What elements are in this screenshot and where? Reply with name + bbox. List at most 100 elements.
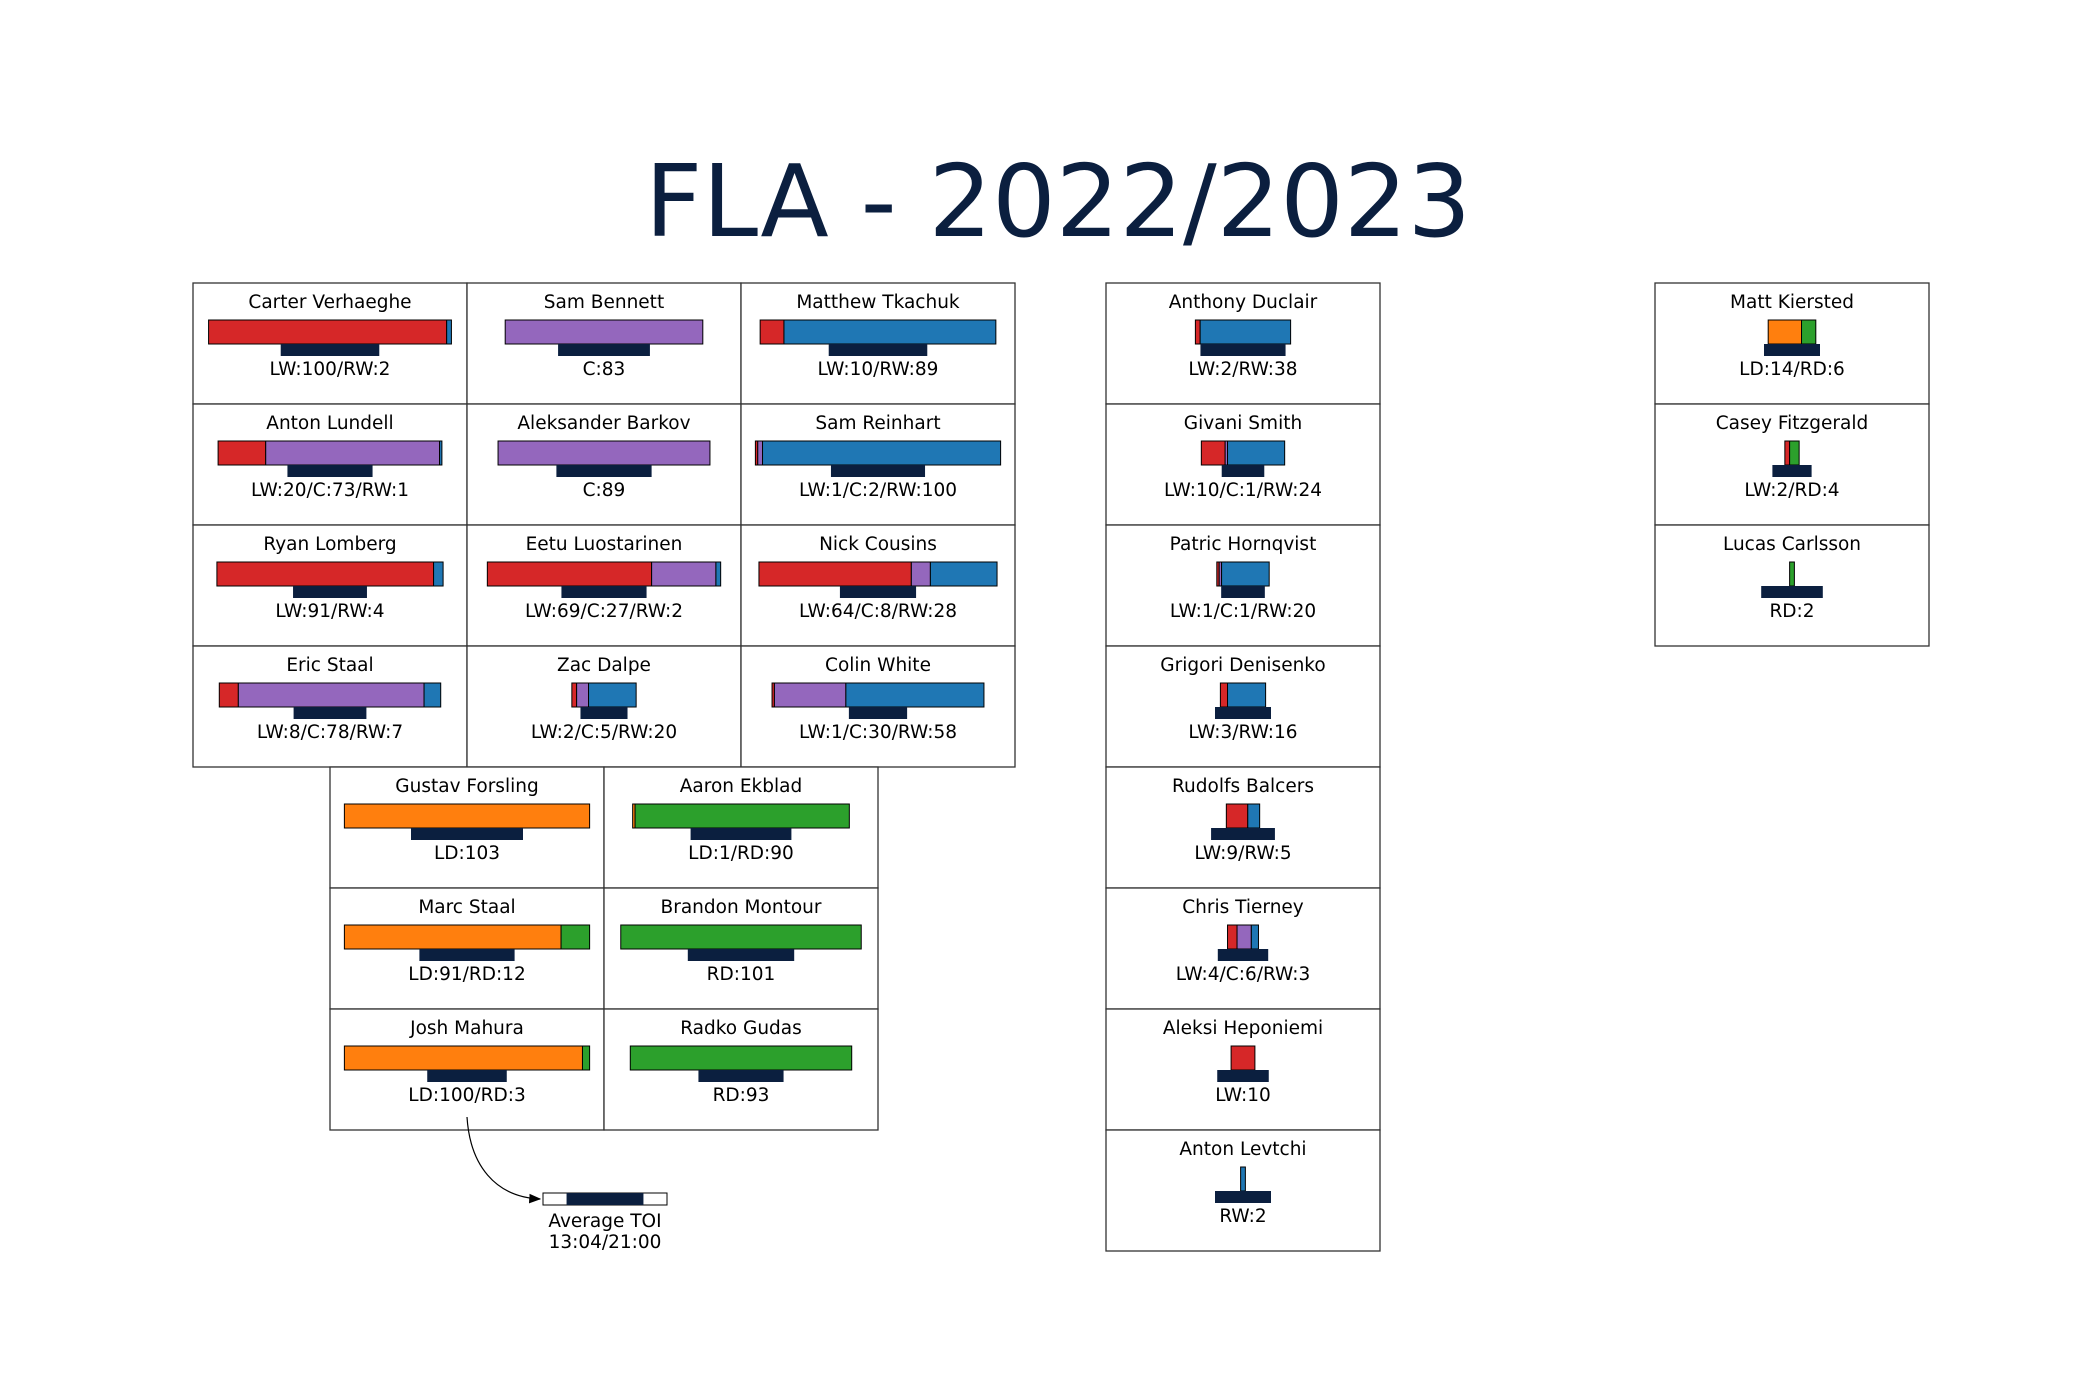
- toi-bar: [690, 828, 792, 840]
- toi-bar: [1200, 344, 1286, 356]
- player-name: Chris Tierney: [1182, 897, 1304, 918]
- bar-segment-lw: [1225, 803, 1249, 829]
- position-games-label: LD:1/RD:90: [688, 843, 794, 864]
- toi-bar: [1217, 1070, 1269, 1082]
- bar-segment-lw: [1230, 1045, 1256, 1071]
- position-games-label: RD:2: [1769, 601, 1814, 622]
- bar-segment-c: [1236, 924, 1252, 950]
- player-name: Anton Lundell: [266, 413, 393, 434]
- player-name: Casey Fitzgerald: [1716, 413, 1868, 434]
- toi-bar: [1217, 949, 1269, 961]
- toi-bar: [287, 465, 373, 477]
- position-games-label: LD:103: [434, 843, 500, 864]
- bar-segment-lw: [1784, 440, 1791, 466]
- player-name: Aaron Ekblad: [680, 776, 802, 797]
- bar-segment-c: [910, 561, 931, 587]
- player-name: Radko Gudas: [680, 1018, 802, 1039]
- toi-bar: [1221, 586, 1265, 598]
- player-name: Sam Reinhart: [815, 413, 940, 434]
- bar-segment-lw: [1219, 682, 1229, 708]
- player-cell-chris-tierney: Chris Tierney LW:4/C:6/RW:3: [1105, 887, 1381, 1010]
- player-name: Ryan Lomberg: [263, 534, 396, 555]
- toi-bar: [1772, 465, 1812, 477]
- toi-bar: [411, 828, 523, 840]
- position-games-label: LW:100/RW:2: [270, 359, 391, 380]
- chart-title: FLA - 2022/2023: [645, 143, 1471, 260]
- player-cell-josh-mahura: Josh Mahura LD:100/RD:3: [329, 1008, 605, 1131]
- bar-segment-lw: [1227, 924, 1238, 950]
- player-cell-marc-staal: Marc Staal LD:91/RD:12: [329, 887, 605, 1010]
- position-games-label: LW:10/C:1/RW:24: [1164, 480, 1322, 501]
- toi-bar: [848, 707, 908, 719]
- toi-bar: [280, 344, 380, 356]
- toi-bar: [427, 1070, 507, 1082]
- position-games-label: LD:100/RD:3: [408, 1085, 525, 1106]
- legend-label: Average TOI: [548, 1211, 661, 1232]
- player-cell-casey-fitzgerald: Casey Fitzgerald LW:2/RD:4: [1654, 403, 1930, 526]
- position-games-label: LD:14/RD:6: [1739, 359, 1845, 380]
- toi-bar: [558, 344, 650, 356]
- bar-segment-rw: [762, 440, 1002, 466]
- player-cell-patric-hornqvist: Patric Hornqvist LW:1/C:1/RW:20: [1105, 524, 1381, 647]
- bar-segment-rw: [1221, 561, 1270, 587]
- bar-segment-rd: [629, 1045, 853, 1071]
- bar-segment-lw: [1200, 440, 1226, 466]
- toi-bar: [293, 586, 367, 598]
- player-name: Carter Verhaeghe: [248, 292, 411, 313]
- bar-segment-c: [576, 682, 590, 708]
- legend-value: 13:04/21:00: [549, 1232, 662, 1253]
- bar-segment-rd: [1789, 561, 1795, 587]
- player-cell-givani-smith: Givani Smith LW:10/C:1/RW:24: [1105, 403, 1381, 526]
- player-cell-aleksander-barkov: Aleksander Barkov C:89: [466, 403, 742, 526]
- bar-segment-rw: [1227, 440, 1286, 466]
- bar-segment-rw: [715, 561, 722, 587]
- player-cell-matt-kiersted: Matt Kiersted LD:14/RD:6: [1654, 282, 1930, 405]
- bar-segment-rd: [560, 924, 591, 950]
- bar-segment-lw: [758, 561, 912, 587]
- player-name: Eetu Luostarinen: [526, 534, 683, 555]
- bar-segment-c: [265, 440, 441, 466]
- bar-segment-lw: [486, 561, 653, 587]
- toi-bar: [830, 465, 926, 477]
- position-games-label: LW:64/C:8/RW:28: [799, 601, 957, 622]
- position-games-label: LW:9/RW:5: [1194, 843, 1291, 864]
- position-games-label: LW:20/C:73/RW:1: [251, 480, 409, 501]
- player-name: Josh Mahura: [409, 1018, 524, 1039]
- player-name: Colin White: [825, 655, 931, 676]
- position-games-label: LW:3/RW:16: [1188, 722, 1297, 743]
- toi-bar: [419, 949, 515, 961]
- player-name: Sam Bennett: [544, 292, 664, 313]
- bar-segment-rd: [581, 1045, 591, 1071]
- player-cell-brandon-montour: Brandon Montour RD:101: [603, 887, 879, 1010]
- player-cell-anton-levtchi: Anton Levtchi RW:2: [1105, 1129, 1381, 1252]
- player-cell-colin-white: Colin White LW:1/C:30/RW:58: [740, 645, 1016, 768]
- player-name: Anton Levtchi: [1179, 1139, 1306, 1160]
- player-cells: Carter Verhaeghe LW:100/RW:2 Sam Bennett C:…: [192, 282, 1930, 1252]
- player-cell-matthew-tkachuk: Matthew Tkachuk LW:10/RW:89: [740, 282, 1016, 405]
- toi-bar: [698, 1070, 784, 1082]
- bar-segment-c: [237, 682, 425, 708]
- bar-segment-ld: [1767, 319, 1803, 345]
- bar-segment-ld: [343, 1045, 583, 1071]
- position-games-label: LW:69/C:27/RW:2: [525, 601, 683, 622]
- position-games-label: LW:10: [1215, 1085, 1271, 1106]
- bar-segment-rw: [588, 682, 637, 708]
- player-cell-aaron-ekblad: Aaron Ekblad LD:1/RD:90: [603, 766, 879, 889]
- bar-segment-lw: [759, 319, 785, 345]
- bar-segment-lw: [216, 561, 435, 587]
- bar-segment-rw: [1240, 1166, 1246, 1192]
- player-name: Nick Cousins: [819, 534, 937, 555]
- bar-segment-c: [504, 319, 704, 345]
- bar-segment-rd: [634, 803, 850, 829]
- position-games-label: LW:2/RW:38: [1188, 359, 1297, 380]
- player-name: Brandon Montour: [661, 897, 822, 918]
- position-games-label: RD:93: [713, 1085, 770, 1106]
- player-name: Zac Dalpe: [557, 655, 651, 676]
- player-cell-eetu-luostarinen: Eetu Luostarinen LW:69/C:27/RW:2: [466, 524, 742, 647]
- player-cell-sam-reinhart: Sam Reinhart LW:1/C:2/RW:100: [740, 403, 1016, 526]
- toi-bar: [293, 707, 367, 719]
- player-cell-sam-bennett: Sam Bennett C:83: [466, 282, 742, 405]
- player-name: Eric Staal: [286, 655, 373, 676]
- position-games-label: LW:91/RW:4: [275, 601, 384, 622]
- bar-segment-rw: [1250, 924, 1259, 950]
